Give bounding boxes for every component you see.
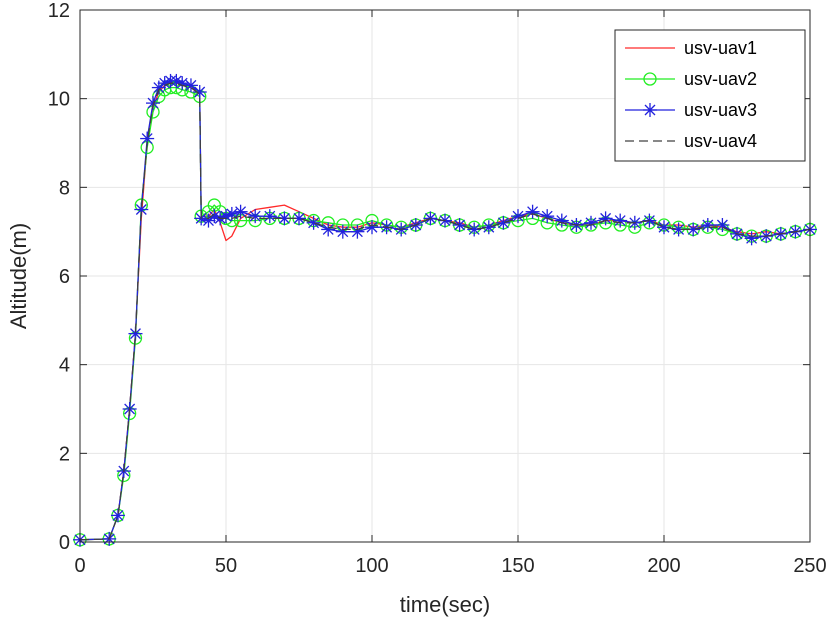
data-point-usv-uav3 xyxy=(554,213,569,228)
y-tick-label: 8 xyxy=(59,177,70,199)
data-point-usv-uav3 xyxy=(110,508,125,523)
y-tick-label: 10 xyxy=(48,89,70,111)
legend-label: usv-uav2 xyxy=(684,69,757,89)
legend-label: usv-uav4 xyxy=(684,131,757,151)
data-point-usv-uav3 xyxy=(157,76,172,91)
data-point-usv-uav3 xyxy=(613,213,628,228)
data-point-usv-uav3 xyxy=(219,209,233,224)
data-point-usv-uav3 xyxy=(321,222,336,237)
legend: usv-uav1 usv-uav2 usv-uav3 usv-uav4 xyxy=(614,29,806,162)
data-point-usv-uav3 xyxy=(350,224,365,239)
axis-ticks: 0 50 100 150 200 250 0 2 4 6 8 10 12 xyxy=(48,0,827,577)
data-point-usv-uav3 xyxy=(525,204,540,219)
data-point-usv-uav3 xyxy=(584,215,598,230)
y-tick-label: 0 xyxy=(59,532,70,554)
data-point-usv-uav3 xyxy=(496,215,511,230)
legend-label: usv-uav1 xyxy=(684,38,757,58)
data-point-usv-uav3 xyxy=(700,218,715,233)
data-point-usv-uav3 xyxy=(657,220,671,235)
data-point-usv-uav3 xyxy=(175,76,190,91)
data-point-usv-uav3 xyxy=(262,209,277,224)
data-point-usv-uav3 xyxy=(744,231,759,246)
series-line-usv-uav4 xyxy=(79,82,811,541)
x-tick-label: 50 xyxy=(215,555,237,577)
x-tick-label: 250 xyxy=(793,555,826,577)
data-point-usv-uav3 xyxy=(233,204,248,219)
data-point-usv-uav3 xyxy=(306,215,321,230)
legend-label: usv-uav3 xyxy=(684,100,757,120)
data-point-usv-uav3 xyxy=(452,218,467,233)
series-layer xyxy=(73,73,817,547)
data-point-usv-uav3 xyxy=(192,85,207,100)
legend-box xyxy=(614,29,806,162)
y-tick-label: 6 xyxy=(59,266,70,288)
legend-marker-usv-uav3 xyxy=(643,103,657,117)
data-point-usv-uav3 xyxy=(169,73,184,88)
legend-marker-usv-uav2 xyxy=(643,72,657,86)
y-tick-label: 12 xyxy=(48,0,70,22)
x-tick-label: 150 xyxy=(501,555,534,577)
data-point-usv-uav3 xyxy=(335,224,350,239)
x-tick-label: 0 xyxy=(74,555,85,577)
data-point-usv-uav3 xyxy=(598,211,613,226)
x-tick-label: 100 xyxy=(355,555,388,577)
data-point-usv-uav3 xyxy=(467,222,482,237)
data-point-usv-uav3 xyxy=(183,78,198,93)
data-point-usv-uav3 xyxy=(365,220,379,235)
series-usv-uav4 xyxy=(79,82,811,541)
x-tick-label: 200 xyxy=(647,555,680,577)
data-point-usv-uav3 xyxy=(511,209,525,224)
data-point-usv-uav3 xyxy=(207,209,222,224)
data-point-usv-uav3 xyxy=(248,209,263,224)
data-point-usv-uav3 xyxy=(481,220,496,235)
y-tick-label: 4 xyxy=(59,355,70,377)
y-tick-label: 2 xyxy=(59,443,70,465)
data-point-usv-uav3 xyxy=(540,209,555,224)
x-axis-title: time(sec) xyxy=(400,592,490,617)
y-axis-title: Altitude(m) xyxy=(6,223,31,329)
